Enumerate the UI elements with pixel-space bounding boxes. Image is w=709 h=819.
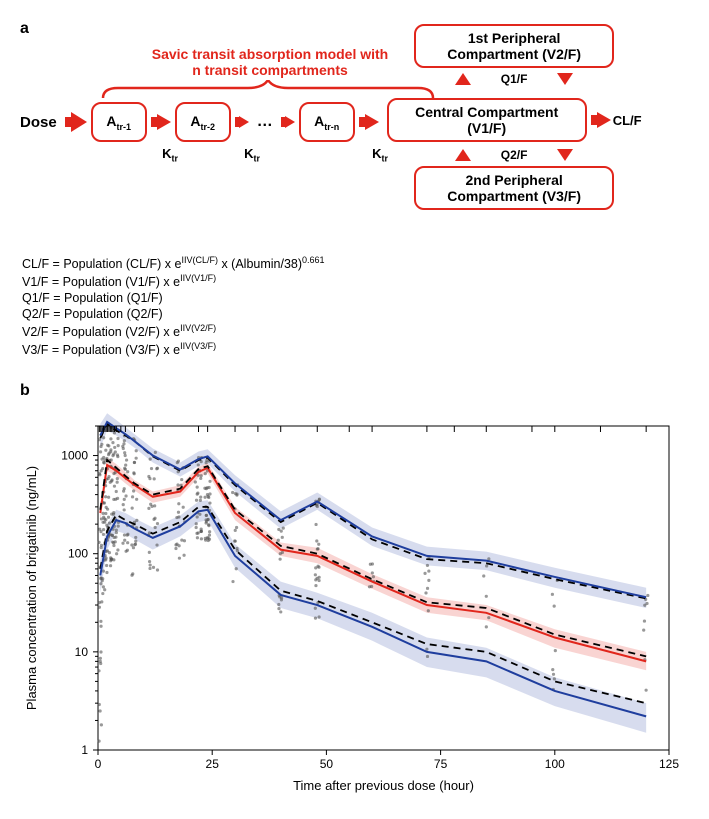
peripheral-2-box: 2nd Peripheral Compartment (V3/F) (414, 166, 614, 210)
svg-text:1000: 1000 (61, 449, 88, 463)
p1-line1: 1st Peripheral (468, 30, 561, 46)
diagram-header: Savic transit absorption model with n tr… (140, 46, 400, 78)
ktr-3: Ktr (332, 146, 388, 164)
diagram-header-line1: Savic transit absorption model with (152, 46, 388, 62)
ktr-row: Ktr Ktr Ktr (20, 146, 689, 164)
svg-text:Time after previous dose (hour: Time after previous dose (hour) (293, 778, 474, 793)
p2-line2: Compartment (V3/F) (447, 188, 581, 204)
panel-a: a Savic transit absorption model with n … (20, 20, 689, 358)
cl-label: CL/F (613, 113, 642, 128)
arrow-cl (591, 112, 611, 128)
panel-b-label: b (20, 382, 689, 400)
arrow-t3 (281, 116, 295, 128)
q2-arrows: Q2/F (455, 146, 574, 164)
peripheral-1-box: 1st Peripheral Compartment (V2/F) (414, 24, 614, 68)
svg-text:100: 100 (545, 757, 565, 771)
p2-line1: 2nd Peripheral (465, 172, 562, 188)
svg-text:75: 75 (434, 757, 448, 771)
eq-0: CL/F = Population (CL/F) x eIIV(CL/F) x … (20, 254, 327, 272)
q1-arrows: Q1/F (455, 70, 574, 88)
equations-block: CL/F = Population (CL/F) x eIIV(CL/F) x … (20, 254, 327, 359)
transit-box-n: Atr-n (299, 102, 355, 142)
ktr-2: Ktr (204, 146, 260, 164)
eq-4: V2/F = Population (V2/F) x eIIV(V2/F) (20, 322, 327, 340)
svg-text:50: 50 (320, 757, 334, 771)
p1-line2: Compartment (V2/F) (447, 46, 581, 62)
panel-b: b 0 25 50 75 100 125 1 10 100 1000 Time after prev… (20, 382, 689, 798)
transit-box-2: Atr-2 (175, 102, 231, 142)
q1-label: Q1/F (501, 72, 528, 86)
transit-box-1: Atr-1 (91, 102, 147, 142)
diagram-row: Dose Atr-1 Atr-2 … Atr-n 1st Peripheral … (20, 100, 689, 144)
svg-text:125: 125 (659, 757, 679, 771)
svg-text:10: 10 (75, 645, 89, 659)
central-line2: (V1/F) (467, 120, 506, 136)
central-line1: Central Compartment (415, 104, 558, 120)
dose-label: Dose (20, 114, 57, 131)
svg-text:25: 25 (206, 757, 220, 771)
eq-2: Q1/F = Population (Q1/F) (20, 290, 327, 306)
brace-svg (98, 80, 438, 100)
ellipsis: … (253, 113, 277, 131)
svg-text:Plasma concentration of brigat: Plasma concentration of brigatinib (ng/m… (24, 466, 39, 710)
eq-5: V3/F = Population (V3/F) x eIIV(V3/F) (20, 340, 327, 358)
q2-label: Q2/F (501, 148, 528, 162)
pk-chart: 0 25 50 75 100 125 1 10 100 1000 Time after previo… (20, 408, 689, 798)
svg-text:1: 1 (81, 743, 88, 757)
arrow-dose (65, 112, 87, 132)
arrow-t1 (151, 114, 171, 130)
compartments-column: 1st Peripheral Compartment (V2/F) Q1/F C… (387, 98, 642, 142)
arrow-to-central (359, 114, 379, 130)
ktr-1: Ktr (122, 146, 178, 164)
eq-3: Q2/F = Population (Q2/F) (20, 306, 327, 322)
diagram-header-line2: n transit compartments (192, 62, 348, 78)
svg-text:100: 100 (68, 547, 88, 561)
svg-text:0: 0 (95, 757, 102, 771)
eq-1: V1/F = Population (V1/F) x eIIV(V1/F) (20, 272, 327, 290)
central-box: Central Compartment (V1/F) (387, 98, 587, 142)
arrow-t2 (235, 116, 249, 128)
